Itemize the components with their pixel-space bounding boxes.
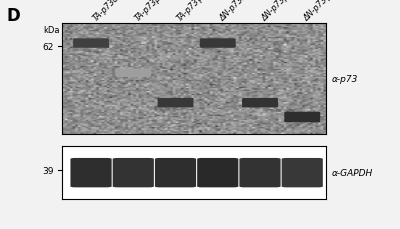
Text: α-GAPDH: α-GAPDH (332, 168, 373, 177)
FancyBboxPatch shape (242, 98, 278, 108)
Text: ΔN-p73γ: ΔN-p73γ (302, 0, 333, 23)
Text: 62: 62 (43, 43, 54, 52)
Text: α-p73: α-p73 (332, 74, 358, 84)
FancyBboxPatch shape (284, 112, 320, 123)
Text: 39: 39 (42, 166, 54, 175)
FancyBboxPatch shape (200, 39, 236, 49)
FancyBboxPatch shape (70, 158, 112, 188)
Text: ΔN-p73α: ΔN-p73α (218, 0, 249, 23)
FancyBboxPatch shape (158, 98, 194, 108)
FancyBboxPatch shape (155, 158, 196, 188)
Text: ΔN-p73β: ΔN-p73β (260, 0, 291, 23)
FancyBboxPatch shape (73, 39, 109, 49)
FancyBboxPatch shape (282, 158, 323, 188)
FancyBboxPatch shape (115, 69, 151, 78)
Text: D: D (6, 7, 20, 25)
Text: TA-p73β: TA-p73β (133, 0, 163, 23)
Text: TA-p73α: TA-p73α (91, 0, 121, 23)
FancyBboxPatch shape (113, 158, 154, 188)
FancyBboxPatch shape (197, 158, 238, 188)
FancyBboxPatch shape (116, 71, 150, 78)
Text: TA-p73γ: TA-p73γ (176, 0, 205, 23)
FancyBboxPatch shape (240, 158, 280, 188)
Text: kDa: kDa (44, 26, 60, 35)
